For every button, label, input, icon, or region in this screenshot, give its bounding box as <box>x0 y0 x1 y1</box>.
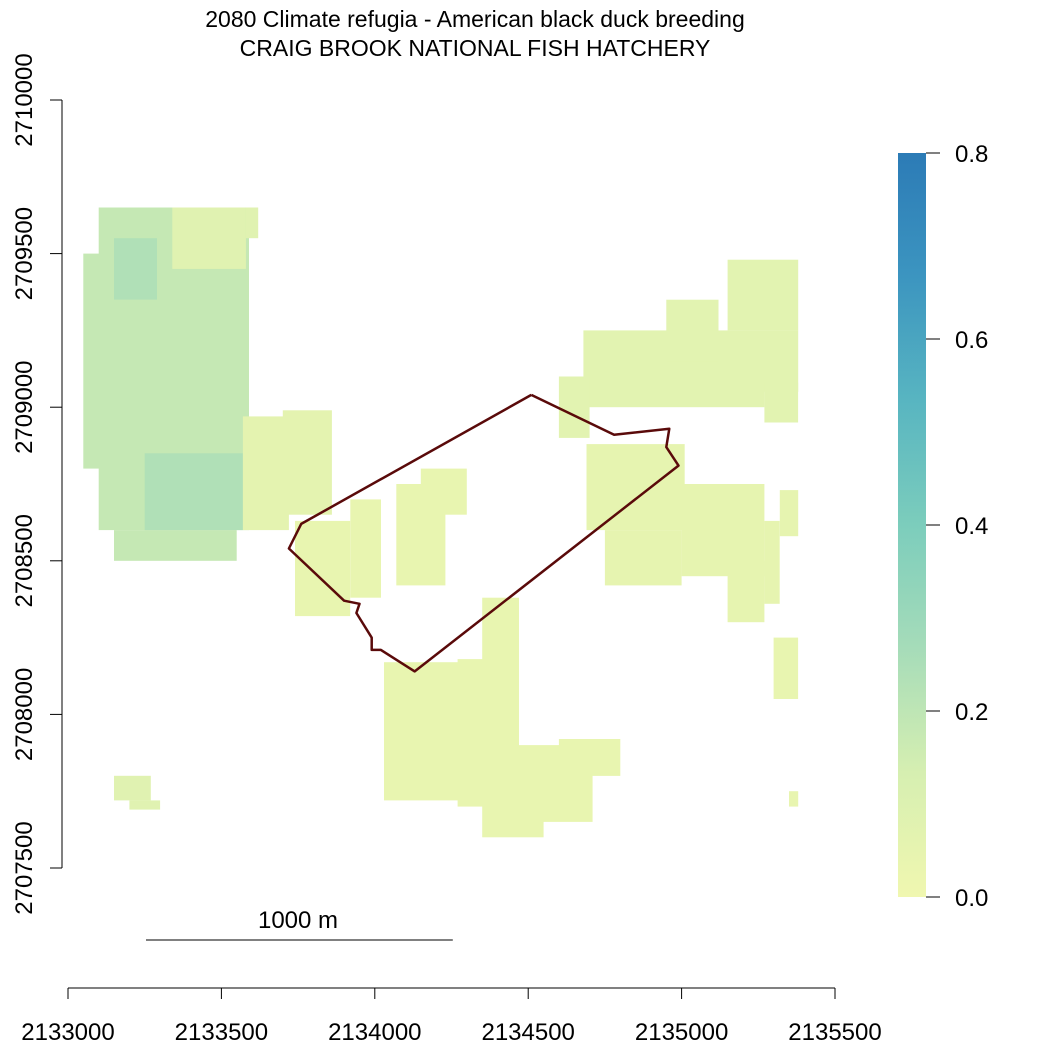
raster-cell-east-mid <box>727 560 765 623</box>
raster-cell-center-left <box>350 499 381 598</box>
x-tick-label: 2135000 <box>635 1019 728 1046</box>
y-tick-label: 2708000 <box>11 668 38 761</box>
raster-cell-east-north <box>727 259 799 331</box>
raster-cell-center-left <box>295 520 351 617</box>
y-tick-label: 2710000 <box>11 53 38 146</box>
raster-cell-far-southwest <box>129 800 161 810</box>
raster-cell-far-southwest <box>114 775 151 801</box>
raster-cell-east-north <box>666 299 719 362</box>
legend-tick-label: 0.0 <box>955 885 988 912</box>
raster-cell-west-lower <box>282 410 332 515</box>
y-tick-label: 2707500 <box>11 821 38 914</box>
refuge-boundary <box>287 393 680 673</box>
raster-cell-west-block <box>114 530 237 561</box>
x-tick-label: 2134500 <box>481 1019 574 1046</box>
raster-cell-south-strip <box>482 800 544 838</box>
map-subtitle: CRAIG BROOK NATIONAL FISH HATCHERY <box>239 35 711 61</box>
raster-cell-east-mid <box>779 490 799 537</box>
y-tick-label: 2709000 <box>11 360 38 453</box>
y-axis: 2707500 2708000 2708500 2709000 2709500 27100… <box>11 53 63 915</box>
raster-cell-south-strip <box>384 662 467 801</box>
raster-cell-east-north <box>558 376 590 438</box>
y-tick-label: 2709500 <box>11 207 38 300</box>
raster-cell-center-left <box>420 468 467 515</box>
x-axis: 2133000 2133500 2134000 2134500 2135000 21355… <box>21 987 882 1046</box>
raster-cell-east-outlier <box>773 637 799 699</box>
legend-color-bar <box>898 153 926 897</box>
scale-bar: 1000 m <box>146 907 453 941</box>
raster-cell-east-north <box>764 382 799 423</box>
raster-cell-east-outlier <box>789 791 799 807</box>
legend-tick-label: 0.4 <box>955 513 988 540</box>
legend-tick-label: 0.2 <box>955 699 988 726</box>
raster-cell-south-strip <box>558 739 621 776</box>
raster-cell-west-lower <box>242 416 289 531</box>
map-title: 2080 Climate refugia - American black du… <box>205 6 745 32</box>
scale-bar-label: 1000 m <box>258 907 338 934</box>
legend-tick-label: 0.8 <box>955 141 988 168</box>
raster-cell-west-block <box>83 253 102 469</box>
x-tick-label: 2134000 <box>328 1019 421 1046</box>
color-legend: 0.0 0.2 0.4 0.6 0.8 <box>898 141 988 912</box>
x-tick-label: 2133500 <box>175 1019 268 1046</box>
raster-cell-east-north <box>743 330 799 392</box>
x-tick-label: 2135500 <box>788 1019 881 1046</box>
raster-cell-south-strip <box>482 597 519 684</box>
raster-cell-east-mid <box>764 520 780 604</box>
raster-cell-northwest-light <box>172 207 246 269</box>
raster-cell-west-core <box>114 238 157 300</box>
legend-tick-label: 0.6 <box>955 327 988 354</box>
raster-cell-west-core <box>144 453 243 531</box>
x-tick-label: 2133000 <box>21 1019 114 1046</box>
raster-cell-east-mid <box>586 444 685 531</box>
raster-cell-northwest-light <box>245 207 259 239</box>
y-tick-label: 2708500 <box>11 514 38 607</box>
raster-cell-east-mid <box>604 530 682 586</box>
raster-layer <box>83 207 799 838</box>
